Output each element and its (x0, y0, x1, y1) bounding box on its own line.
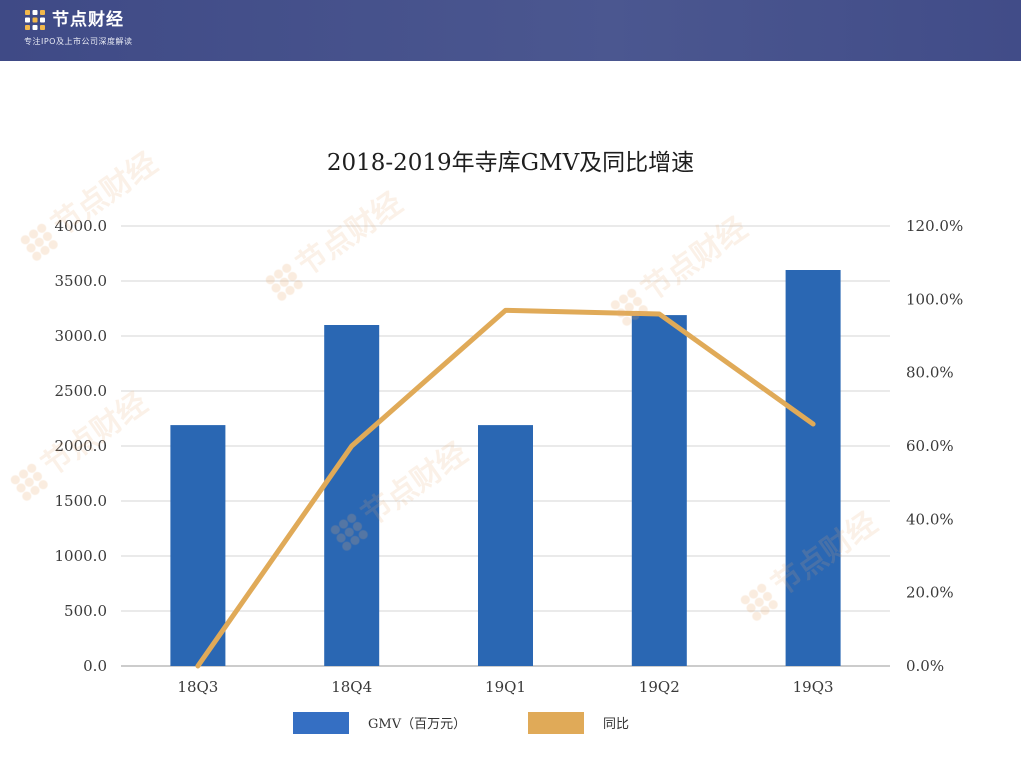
left-tick-label: 0.0 (83, 657, 107, 675)
x-tick-label: 19Q2 (639, 678, 680, 696)
grid-logo-icon (25, 10, 45, 30)
left-tick-label: 1500.0 (55, 492, 108, 510)
brand-tagline: 专注IPO及上市公司深度解读 (24, 37, 133, 46)
left-tick-label: 500.0 (64, 602, 107, 620)
legend-swatch-yoy (528, 712, 584, 734)
yoy-line (195, 307, 816, 669)
left-tick-label: 2000.0 (55, 437, 108, 455)
bar-series (170, 270, 841, 666)
left-tick-label: 4000.0 (55, 217, 108, 235)
x-tick-label: 19Q3 (793, 678, 834, 696)
right-tick-label: 0.0% (906, 657, 944, 675)
right-tick-label: 100.0% (906, 290, 963, 308)
x-axis-ticks: 18Q3 18Q4 19Q1 19Q2 19Q3 (177, 678, 833, 696)
right-tick-label: 120.0% (906, 217, 963, 235)
header-bar: 节点财经 专注IPO及上市公司深度解读 (0, 0, 1021, 61)
legend-label-yoy: 同比 (603, 717, 629, 732)
left-tick-label: 3000.0 (55, 327, 108, 345)
chart-title: 2018-2019年寺库GMV及同比增速 (326, 150, 695, 176)
bar (478, 425, 533, 666)
bar (785, 270, 841, 666)
x-tick-label: 18Q4 (331, 678, 372, 696)
left-axis-ticks: 0.0 500.0 1000.0 1500.0 2000.0 2500.0 3000.0 35… (55, 217, 108, 675)
left-tick-label: 2500.0 (55, 382, 108, 400)
right-tick-label: 60.0% (906, 437, 954, 455)
right-tick-label: 40.0% (906, 510, 954, 528)
line-series (195, 307, 816, 669)
legend-label-gmv: GMV（百万元） (368, 717, 466, 732)
legend-swatch-gmv (293, 712, 349, 734)
right-axis-ticks: 0.0% 20.0% 40.0% 60.0% 80.0% 100.0% 120.0% (906, 217, 963, 675)
legend: GMV（百万元） 同比 (293, 712, 629, 734)
bar (170, 425, 226, 666)
brand-name: 节点财经 (52, 10, 124, 30)
right-tick-label: 80.0% (906, 364, 954, 382)
bar (631, 315, 687, 666)
x-tick-label: 18Q3 (177, 678, 218, 696)
right-tick-label: 20.0% (906, 584, 954, 602)
brand: 节点财经 专注IPO及上市公司深度解读 (24, 9, 132, 47)
left-tick-label: 1000.0 (55, 547, 108, 565)
x-tick-label: 19Q1 (485, 678, 526, 696)
left-tick-label: 3500.0 (55, 272, 108, 290)
bar (324, 325, 380, 666)
